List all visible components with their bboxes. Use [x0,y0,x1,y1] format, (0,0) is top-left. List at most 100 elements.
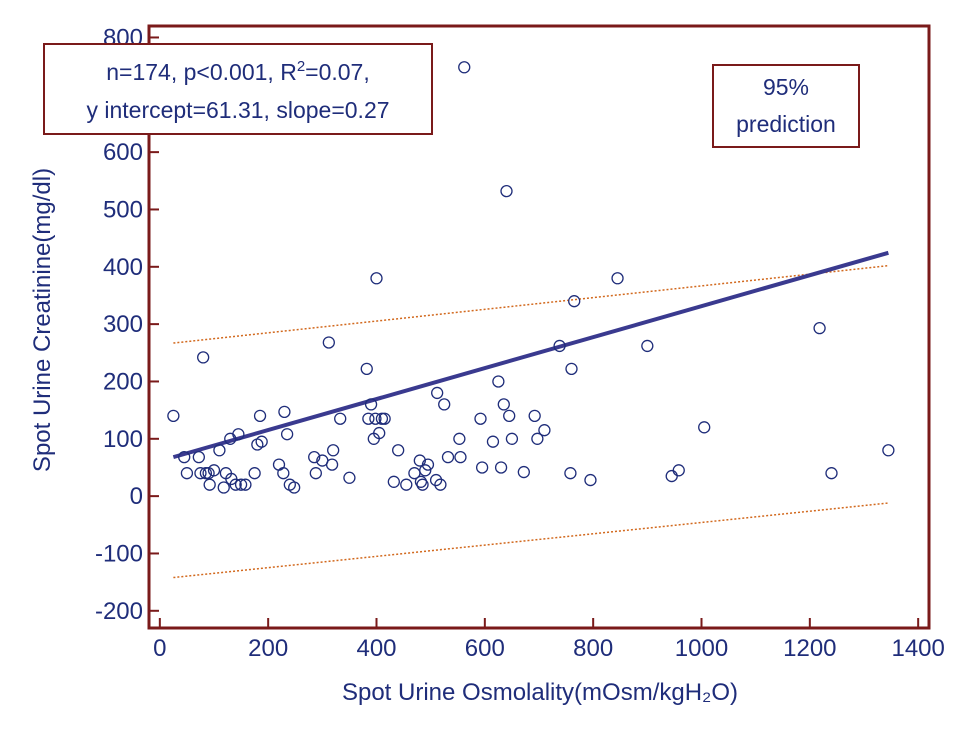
data-point [568,295,581,308]
y-tick-label: 600 [103,139,143,166]
data-point [429,473,443,487]
y-tick-label: 0 [130,483,143,510]
data-point [454,450,467,464]
data-point [392,444,405,457]
legend-box-frame [712,64,860,148]
stats-line-2: y intercept=61.31, slope=0.27 [86,97,389,123]
data-points [167,61,895,494]
data-point [813,321,826,335]
stats-line-1-prefix: n=174, p<0.001, R [106,59,297,85]
data-point [458,61,471,74]
data-point [278,405,291,419]
legend-line-1: 95% [763,74,809,100]
legend-line-2: prediction [736,111,836,137]
y-tick-label: 500 [103,196,143,223]
data-point [308,450,321,464]
data-point [825,467,838,480]
data-point [255,435,268,448]
data-point [375,412,389,425]
data-point [217,481,230,494]
x-tick-label: 400 [356,635,396,662]
data-point [178,450,191,464]
data-point [416,478,429,491]
prediction-band [173,264,889,579]
data-point [192,450,205,464]
data-point [378,412,391,425]
data-point [309,467,322,480]
regression-line-group [172,250,889,460]
data-point [207,464,221,477]
data-point [325,458,339,471]
data-point [531,432,544,445]
data-point [253,409,267,423]
prediction-line-lower [173,502,889,579]
data-point [611,272,624,285]
data-point [229,478,242,491]
data-point [387,475,400,488]
data-point [414,475,428,488]
data-point [362,412,375,425]
data-point [373,426,386,440]
data-point [431,386,444,400]
x-tick-label: 1200 [783,635,836,662]
data-point [197,351,210,364]
data-point [438,398,451,411]
data-point [369,412,382,425]
data-point [234,478,248,491]
data-point [400,478,413,491]
data-point [343,471,356,484]
x-tick-label: 1000 [675,635,728,662]
data-point [194,467,207,480]
data-point [497,398,510,411]
data-point [641,339,654,353]
stats-line-1-suffix: =0.07, [305,59,370,85]
data-point [203,478,216,491]
data-point [528,409,541,423]
data-point [288,481,301,494]
x-axis: 0 200 400 600 800 1000 1200 1400 [153,618,945,662]
data-point [272,458,286,471]
data-point [370,272,383,285]
x-tick-label: 600 [465,635,505,662]
data-point [280,428,294,441]
data-point [334,412,347,425]
data-point [327,444,340,457]
y-tick-label: -100 [95,540,143,567]
x-tick-label: 1400 [891,635,944,662]
data-point [180,467,194,480]
y-tick-label: 300 [103,311,143,338]
data-point [475,461,489,474]
data-point [486,435,500,448]
prediction-line-upper [173,264,889,344]
legend-box: 95% prediction [712,64,860,148]
y-tick-label: -200 [95,598,143,625]
data-point [538,424,551,437]
data-point [517,465,530,479]
data-point [672,464,685,477]
data-point [500,184,513,198]
data-point [441,450,455,464]
data-point [882,444,895,457]
data-point [419,464,432,477]
stats-r2-superscript: 2 [297,58,305,75]
plot-frame [147,24,931,630]
data-point [364,398,378,411]
data-point [565,362,578,376]
x-tick-label: 0 [153,635,166,662]
data-point [474,412,487,425]
data-point [167,409,180,423]
data-point [421,458,435,471]
stats-box-frame [43,43,433,135]
regression-line [172,250,889,460]
data-point [492,375,505,388]
data-point [322,336,335,349]
data-point [505,432,519,445]
data-point [434,478,447,491]
y-axis-title: Spot Urine Creatinine(mg/dl) [29,168,56,472]
y-tick-label: 400 [103,254,143,281]
data-point [248,467,261,480]
x-axis-title: Spot Urine Osmolality(mOsm/kgH₂O) [342,679,738,706]
data-point [494,461,508,474]
data-point [564,467,577,480]
